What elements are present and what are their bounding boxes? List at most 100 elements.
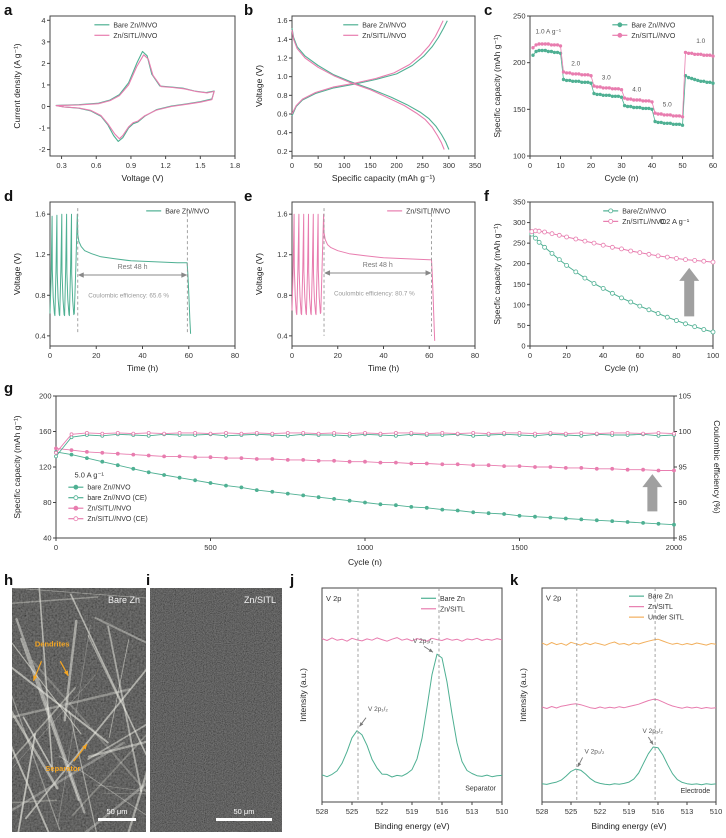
svg-text:Separator: Separator [45, 764, 80, 773]
svg-text:516: 516 [652, 807, 665, 816]
svg-text:85: 85 [679, 534, 687, 543]
svg-text:1.2: 1.2 [277, 54, 287, 63]
svg-text:3.0: 3.0 [602, 74, 611, 81]
svg-text:0: 0 [290, 161, 294, 170]
svg-text:Specfic capacity (mAh g⁻¹): Specfic capacity (mAh g⁻¹) [492, 223, 502, 324]
panel-letter-f: f [484, 188, 489, 205]
svg-text:Binding energy (eV): Binding energy (eV) [374, 821, 449, 831]
panel-letter-g: g [4, 380, 14, 397]
svg-text:522: 522 [376, 807, 389, 816]
svg-text:Coulombic efficiency: 80.7 %: Coulombic efficiency: 80.7 % [334, 290, 415, 297]
svg-text:20: 20 [92, 351, 100, 360]
svg-text:0.6: 0.6 [277, 110, 287, 119]
panel-letter-h: h [4, 572, 14, 589]
svg-text:500: 500 [204, 543, 217, 552]
panel-e-rest-test-sitl: 0 20 40 60 80 0.4 0.8 1.2 1.6 Time (h) Voltage (V)… [252, 194, 482, 376]
svg-text:516: 516 [436, 807, 449, 816]
svg-text:528: 528 [536, 807, 549, 816]
svg-text:Specific capacity (mAh g⁻¹): Specific capacity (mAh g⁻¹) [12, 415, 22, 518]
svg-text:V 2p: V 2p [546, 594, 561, 603]
svg-text:1.0: 1.0 [696, 38, 705, 45]
svg-text:1.6: 1.6 [35, 210, 45, 219]
svg-text:0.8: 0.8 [35, 291, 45, 300]
svg-text:Rest 48 h: Rest 48 h [363, 262, 393, 269]
svg-text:1.8: 1.8 [230, 161, 240, 170]
svg-text:1.2: 1.2 [277, 250, 287, 259]
svg-text:525: 525 [346, 807, 359, 816]
svg-text:Zn/SITL//NVO: Zn/SITL//NVO [362, 33, 407, 40]
svg-text:Zn/SITL: Zn/SITL [440, 606, 465, 613]
svg-text:5.0: 5.0 [663, 102, 672, 109]
panel-letter-c: c [484, 2, 493, 19]
svg-text:Rest 48 h: Rest 48 h [118, 264, 148, 271]
svg-text:350: 350 [513, 198, 526, 207]
svg-text:bare Zn//NVO (CE): bare Zn//NVO (CE) [87, 495, 147, 502]
svg-text:100: 100 [513, 300, 526, 309]
svg-text:2.0: 2.0 [571, 60, 580, 67]
svg-text:V 2p₃/₂: V 2p₃/₂ [413, 638, 434, 645]
svg-text:0: 0 [528, 351, 532, 360]
svg-text:1.4: 1.4 [277, 35, 287, 44]
svg-text:200: 200 [513, 58, 526, 67]
svg-text:Voltage (V): Voltage (V) [121, 173, 163, 183]
svg-text:519: 519 [406, 807, 419, 816]
svg-text:Separator: Separator [465, 786, 496, 793]
svg-text:Cycle (n): Cycle (n) [348, 557, 382, 567]
svg-text:3: 3 [41, 37, 45, 46]
svg-text:V 2p₁/₂: V 2p₁/₂ [368, 706, 388, 713]
svg-text:1500: 1500 [511, 543, 528, 552]
svg-text:40: 40 [379, 351, 387, 360]
svg-text:0: 0 [528, 161, 532, 170]
svg-text:4: 4 [41, 16, 45, 25]
svg-text:40: 40 [648, 161, 656, 170]
svg-text:0.2 A g⁻¹: 0.2 A g⁻¹ [660, 217, 690, 226]
svg-text:Time (h): Time (h) [368, 363, 399, 373]
svg-text:Cycle (n): Cycle (n) [604, 363, 638, 373]
panel-c-rate-capability: 0 10 20 30 40 50 60 100 150 200 250 Cycle (n) Specif… [490, 8, 720, 186]
svg-text:Zn/SITL//NVO: Zn/SITL//NVO [622, 219, 667, 226]
svg-text:Voltage (V): Voltage (V) [12, 253, 22, 295]
svg-text:Zn/SITL: Zn/SITL [648, 604, 673, 611]
svg-text:150: 150 [513, 280, 526, 289]
svg-text:250: 250 [513, 239, 526, 248]
svg-text:519: 519 [623, 807, 636, 816]
svg-text:1.2: 1.2 [35, 250, 45, 259]
svg-text:Voltage (V): Voltage (V) [254, 65, 264, 107]
svg-text:30: 30 [617, 161, 625, 170]
svg-text:120: 120 [39, 463, 52, 472]
svg-text:1.5: 1.5 [195, 161, 205, 170]
svg-text:V 2p₃/₂: V 2p₃/₂ [643, 728, 664, 735]
svg-text:Zn/SITL//NVO: Zn/SITL//NVO [113, 33, 158, 40]
panel-letter-j: j [290, 572, 295, 589]
svg-text:2000: 2000 [666, 543, 683, 552]
svg-text:200: 200 [390, 161, 403, 170]
svg-text:0.8: 0.8 [277, 291, 287, 300]
svg-text:160: 160 [39, 427, 52, 436]
svg-text:Electrode: Electrode [681, 788, 711, 795]
svg-text:Bare Zn//NVO: Bare Zn//NVO [165, 208, 210, 215]
svg-text:0: 0 [290, 351, 294, 360]
svg-text:105: 105 [679, 392, 692, 401]
svg-text:Coulombic efficiency (%): Coulombic efficiency (%) [712, 420, 722, 514]
svg-text:300: 300 [443, 161, 456, 170]
svg-text:0.3: 0.3 [56, 161, 66, 170]
panel-f-cycling-02: 0 20 40 60 80 100 0 50 100 150 200 250 300 350 Cycle (… [490, 194, 720, 376]
svg-text:Bare Zn//NVO: Bare Zn//NVO [362, 22, 407, 29]
svg-text:522: 522 [594, 807, 607, 816]
svg-text:Specific capacity (mAh g⁻¹): Specific capacity (mAh g⁻¹) [492, 34, 502, 137]
svg-text:4.0: 4.0 [632, 87, 641, 94]
svg-text:Intensity (a.u.): Intensity (a.u.) [298, 668, 308, 722]
svg-text:Zn/SITL//NVO: Zn/SITL//NVO [87, 506, 132, 513]
svg-text:513: 513 [466, 807, 479, 816]
svg-text:95: 95 [679, 463, 687, 472]
svg-text:60: 60 [425, 351, 433, 360]
svg-text:80: 80 [231, 351, 239, 360]
svg-text:50: 50 [678, 161, 686, 170]
svg-text:150: 150 [364, 161, 377, 170]
panel-k-xps-electrode: 528 525 522 519 516 513 510 Binding energy (eV)… [516, 582, 722, 834]
svg-text:Zn/SITL//NVO (CE): Zn/SITL//NVO (CE) [87, 516, 147, 523]
svg-text:200: 200 [513, 259, 526, 268]
svg-text:50: 50 [314, 161, 322, 170]
svg-text:0.4: 0.4 [277, 331, 287, 340]
